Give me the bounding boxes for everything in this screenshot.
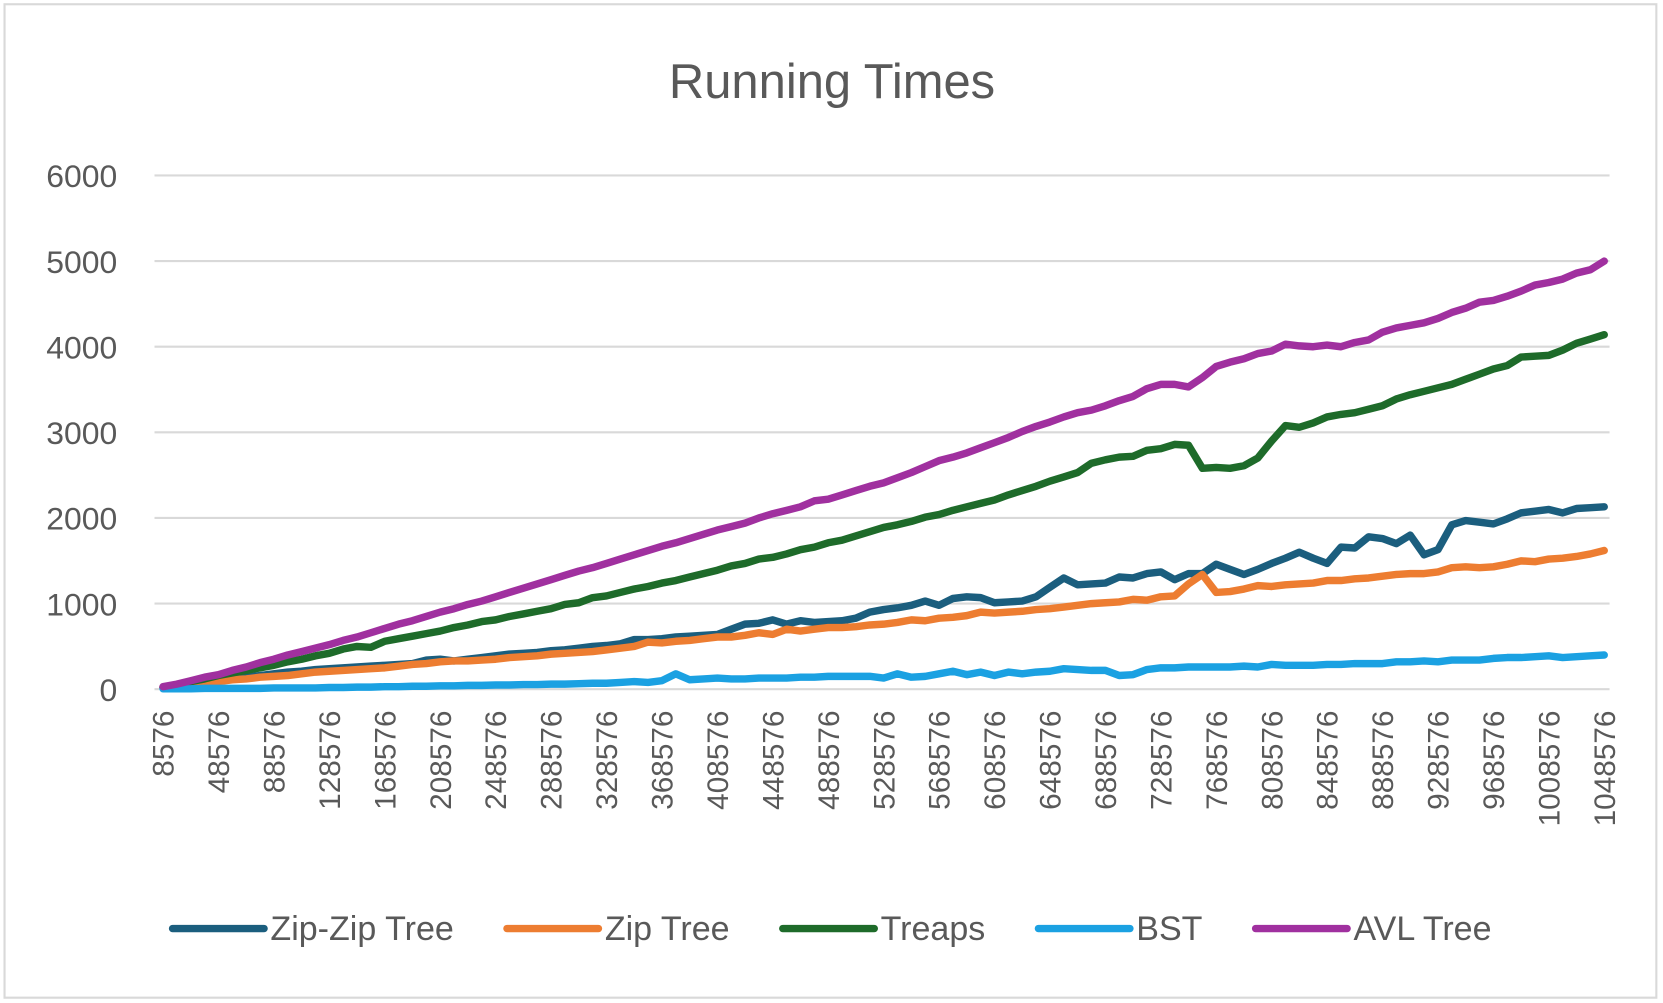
series-line <box>159 651 1608 693</box>
y-tick-label: 0 <box>100 672 118 708</box>
x-tick-label: 768576 <box>1201 711 1234 810</box>
legend-label: Zip Tree <box>605 910 730 948</box>
x-tick-label: 648576 <box>1035 711 1068 810</box>
x-tick-label: 48576 <box>203 711 236 794</box>
x-tick-label: 608576 <box>979 711 1012 810</box>
x-tick-label: 288576 <box>536 711 569 810</box>
legend-label: BST <box>1136 910 1202 948</box>
x-tick-label: 808576 <box>1256 711 1289 810</box>
y-tick-label: 1000 <box>46 586 117 622</box>
x-tick-label: 1008576 <box>1533 711 1566 827</box>
x-tick-label: 408576 <box>702 711 735 810</box>
legend-label: Zip-Zip Tree <box>270 910 453 948</box>
x-tick-label: 848576 <box>1312 711 1345 810</box>
y-tick-label: 4000 <box>46 329 117 365</box>
legend-label: AVL Tree <box>1353 910 1491 948</box>
x-tick-label: 88576 <box>259 711 292 794</box>
x-tick-label: 568576 <box>924 711 957 810</box>
x-tick-label: 328576 <box>591 711 624 810</box>
y-tick-label: 2000 <box>46 501 117 537</box>
x-tick-label: 528576 <box>868 711 901 810</box>
x-tick-label: 248576 <box>480 711 513 810</box>
x-tick-label: 928576 <box>1423 711 1456 810</box>
y-tick-label: 5000 <box>46 244 117 280</box>
legend-label: Treaps <box>881 910 986 948</box>
y-tick-label: 3000 <box>46 415 117 451</box>
x-tick-label: 728576 <box>1145 711 1178 810</box>
y-tick-label: 6000 <box>46 158 117 194</box>
x-tick-label: 888576 <box>1367 711 1400 810</box>
series-line <box>159 257 1608 691</box>
x-tick-label: 168576 <box>369 711 402 810</box>
x-tick-label: 688576 <box>1090 711 1123 810</box>
series-line <box>159 546 1608 692</box>
series-line <box>159 331 1608 692</box>
x-tick-label: 1048576 <box>1589 711 1622 827</box>
x-tick-label: 968576 <box>1478 711 1511 810</box>
x-tick-label: 368576 <box>647 711 680 810</box>
x-tick-label: 8576 <box>148 711 181 777</box>
x-tick-label: 208576 <box>425 711 458 810</box>
x-tick-label: 448576 <box>757 711 790 810</box>
x-tick-label: 128576 <box>314 711 347 810</box>
chart-title: Running Times <box>669 55 995 109</box>
x-tick-label: 488576 <box>813 711 846 810</box>
